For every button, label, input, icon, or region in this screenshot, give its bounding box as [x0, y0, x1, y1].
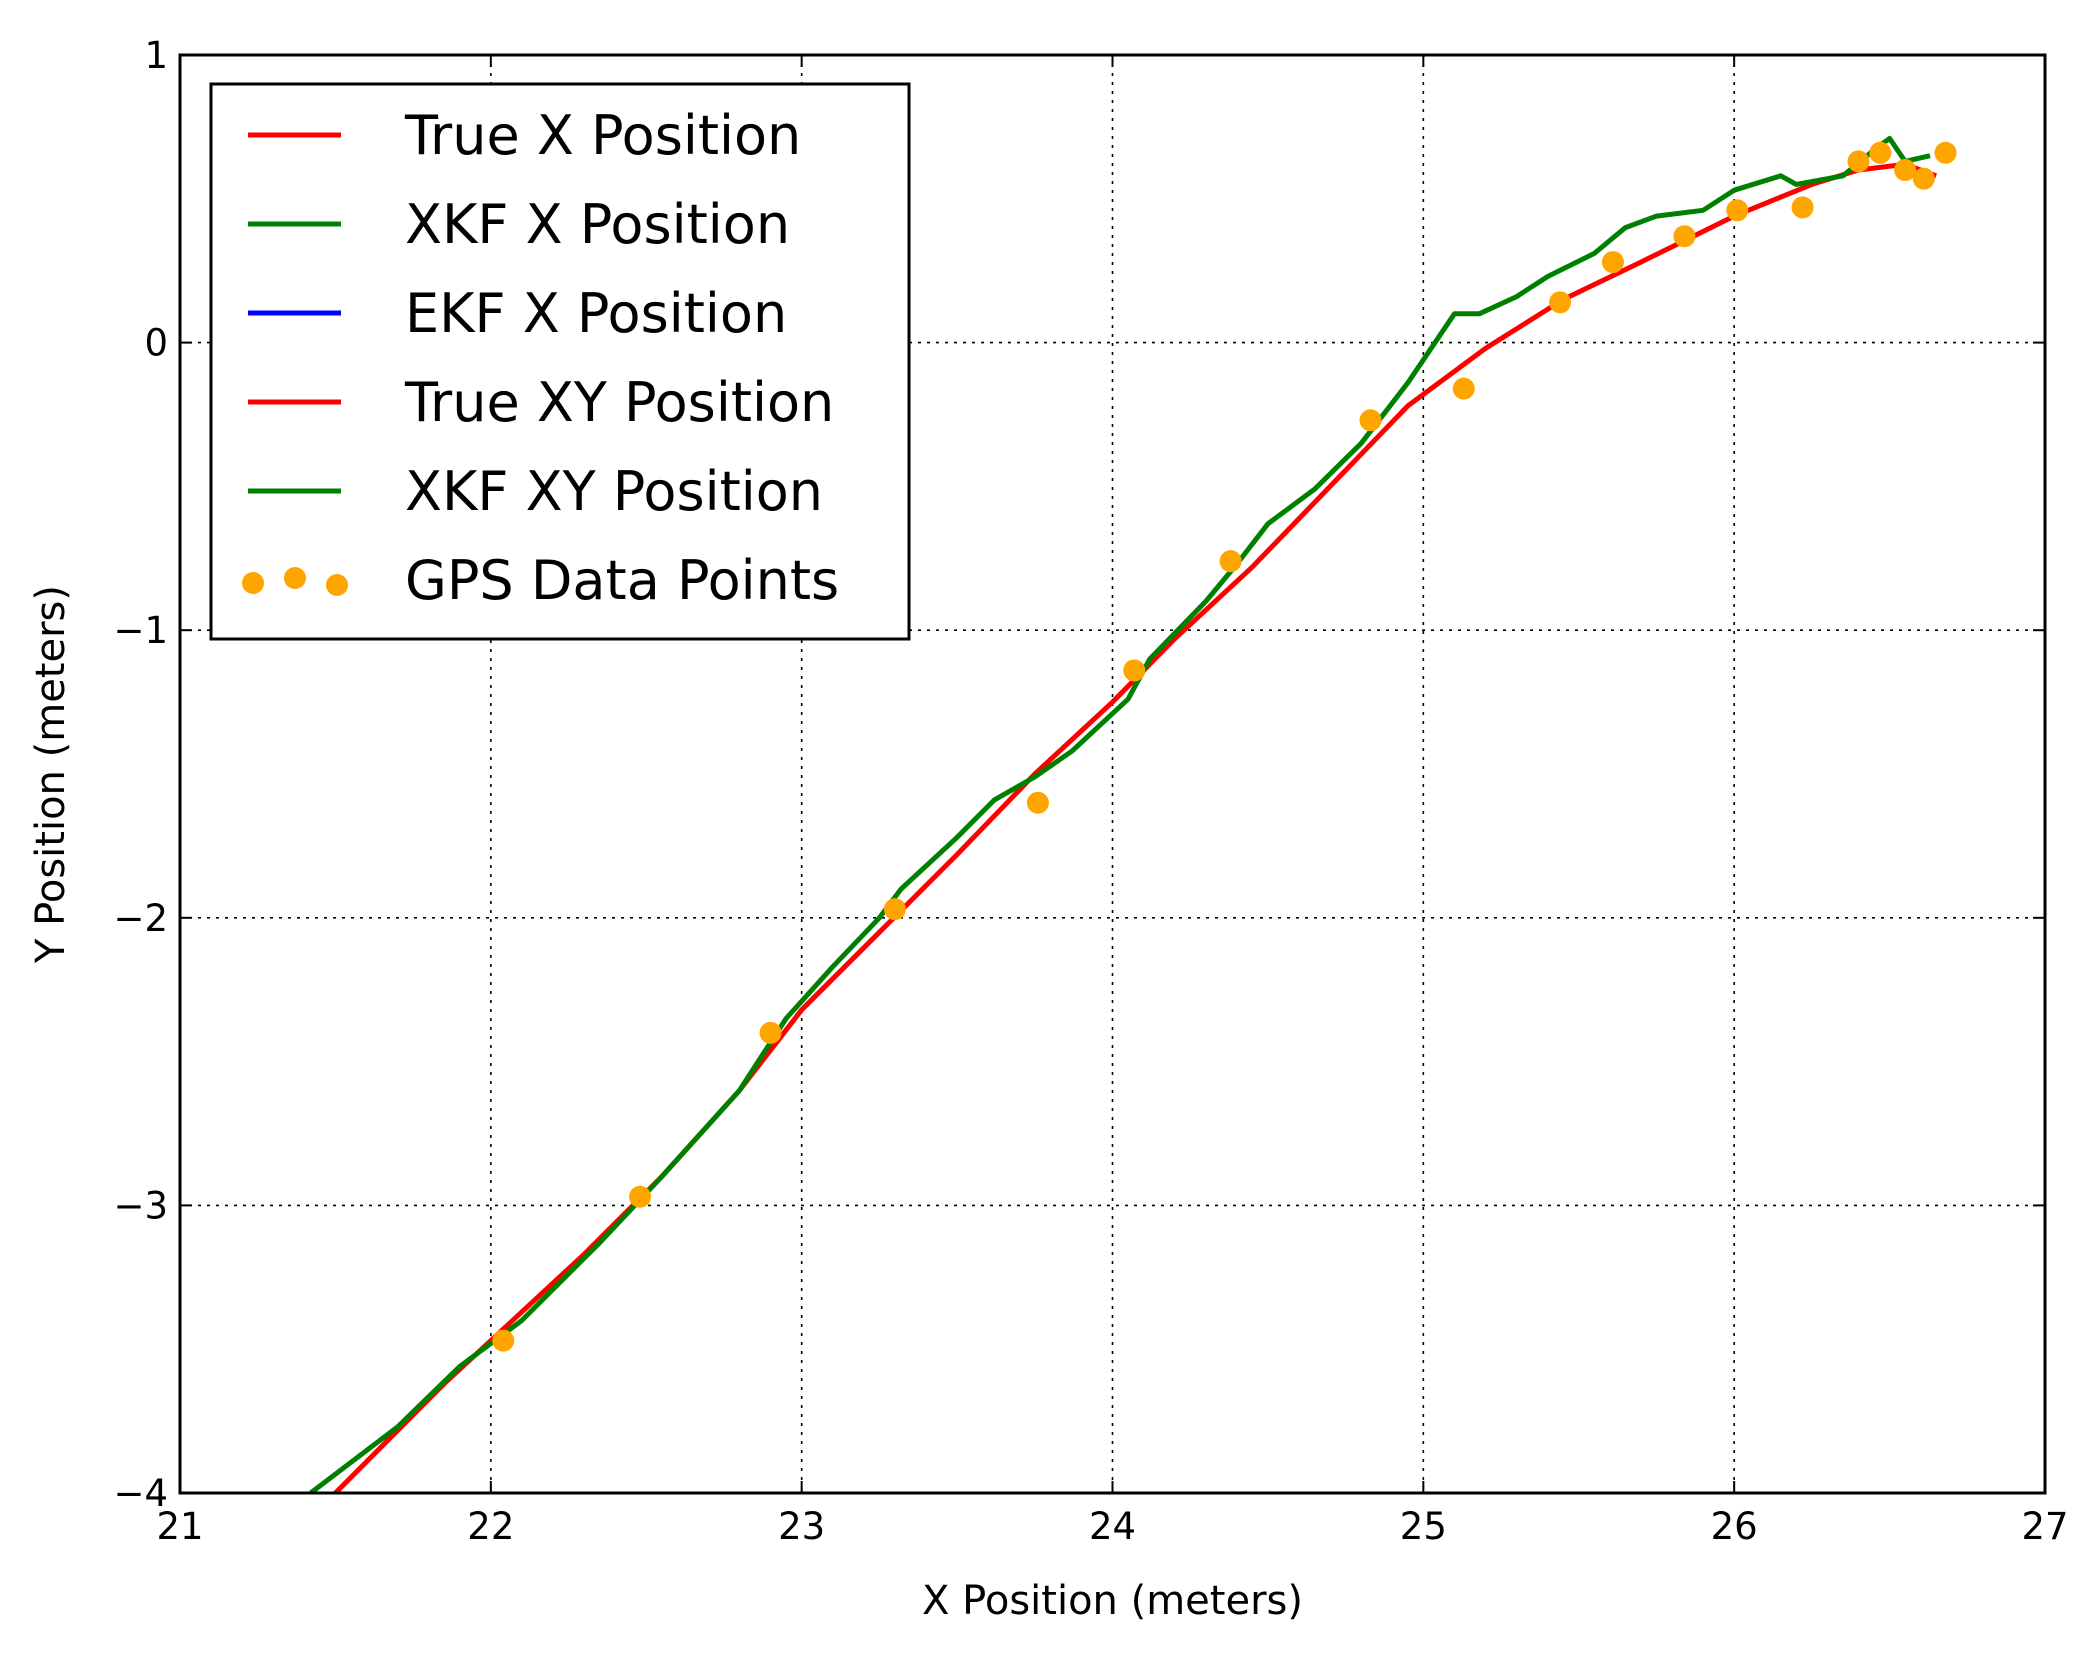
legend-label-xkf-xy-position: XKF XY Position: [405, 460, 823, 523]
gps-data-point: [629, 1185, 652, 1208]
xkf-xy-position-line: [309, 135, 1931, 1493]
axis-ticks: 21 22 23 24 25 26 27 −4 −3 −2 −1 0 1: [113, 34, 2068, 1548]
gps-data-point: [1452, 377, 1475, 400]
legend-swatch-gps-data-points: [242, 572, 264, 594]
x-tick-label: 27: [2021, 1505, 2068, 1548]
grid: [180, 55, 2045, 1493]
legend-box: [209, 82, 911, 641]
gps-data-point: [1894, 159, 1917, 182]
legend-label-ekf-x-position: EKF X Position: [405, 282, 787, 345]
gps-data-point: [1123, 659, 1146, 682]
legend-swatch-gps-data-points: [284, 567, 306, 589]
gps-data-point: [883, 898, 906, 921]
x-tick-label: 22: [467, 1505, 514, 1548]
gps-data-point: [1869, 141, 1892, 164]
gps-data-point: [1673, 225, 1696, 248]
gps-data-point: [1912, 167, 1935, 190]
gps-data-point: [1026, 791, 1049, 814]
x-tick-label: 23: [778, 1505, 825, 1548]
gps-data-point: [1726, 199, 1749, 222]
plot-area: [309, 135, 1957, 1493]
x-axis-label: X Position (meters): [922, 1578, 1303, 1624]
x-tick-label: 26: [1711, 1505, 1758, 1548]
legend-label-gps-data-points: GPS Data Points: [405, 549, 839, 612]
legend-label-true-x-position: True X Position: [404, 104, 801, 167]
gps-data-point: [1549, 291, 1572, 314]
gps-data-point: [492, 1329, 515, 1352]
legend-label-true-xy-position: True XY Position: [404, 371, 834, 434]
y-tick-label: 1: [144, 34, 168, 77]
y-tick-label: −4: [113, 1472, 168, 1515]
legend-swatch-gps-data-points: [326, 574, 348, 596]
y-tick-label: 0: [144, 322, 168, 365]
gps-data-point: [1791, 196, 1814, 219]
series-group: [309, 135, 1957, 1493]
x-tick-label: 25: [1400, 1505, 1447, 1548]
gps-data-point: [759, 1021, 782, 1044]
x-tick-label: 21: [156, 1505, 203, 1548]
y-tick-label: −3: [113, 1184, 168, 1227]
y-axis-label: Y Position (meters): [28, 585, 74, 964]
gps-data-point: [1934, 141, 1957, 164]
gps-data-point: [1847, 150, 1870, 173]
legend-label-xkf-x-position: XKF X Position: [405, 193, 790, 256]
gps-data-point: [1359, 409, 1382, 432]
gps-data-point: [1601, 251, 1624, 274]
y-tick-label: −2: [113, 897, 168, 940]
legend: True X Position XKF X Position EKF X Posit…: [209, 82, 911, 641]
gps-data-point: [1219, 550, 1242, 573]
x-tick-label: 24: [1089, 1505, 1136, 1548]
y-tick-label: −1: [113, 609, 168, 652]
